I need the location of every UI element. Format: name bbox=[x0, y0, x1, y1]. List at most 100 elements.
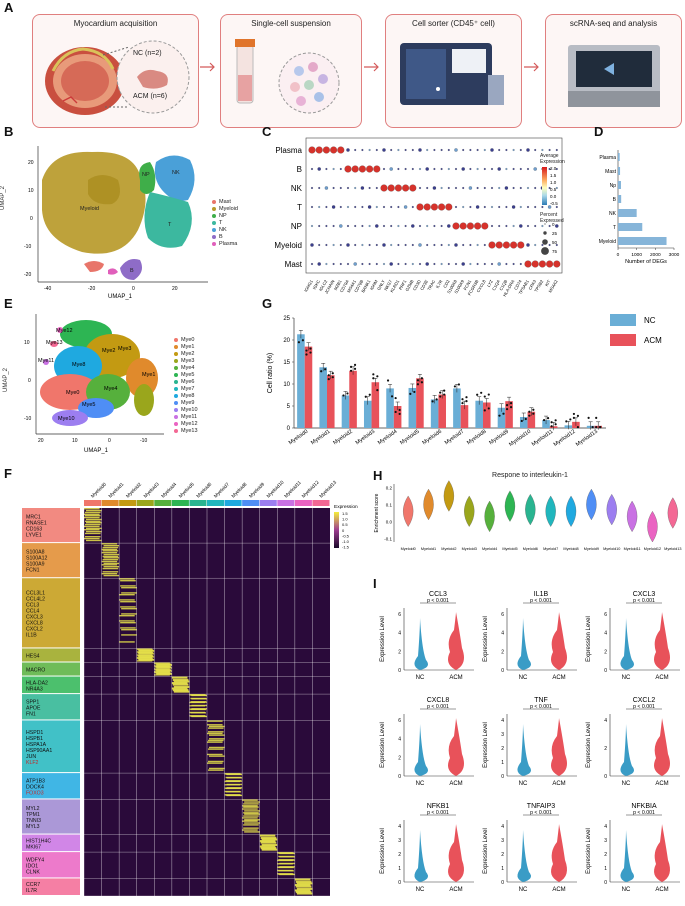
dotplot-dot bbox=[455, 262, 458, 265]
dotplot-dot bbox=[354, 224, 357, 227]
dotplot-dot bbox=[476, 167, 479, 170]
dotplot-dot bbox=[382, 262, 385, 265]
dotplot-dot bbox=[366, 165, 374, 173]
heatmap-cell-block bbox=[120, 601, 136, 603]
dotplot-dot bbox=[324, 186, 329, 190]
heatmap-cell-block bbox=[136, 648, 153, 650]
dotplot-dot bbox=[402, 184, 410, 192]
dotplot-dot bbox=[526, 148, 530, 152]
violin-ytick: 1 bbox=[398, 866, 401, 872]
deg-xlabel: Number of DEGs bbox=[625, 259, 667, 265]
dotplot-dot bbox=[459, 222, 467, 230]
ratio-point bbox=[572, 412, 576, 416]
heatmap-cell-block bbox=[207, 741, 223, 743]
ratio-category-label: Myeloid2 bbox=[332, 429, 353, 447]
dotplot-dot bbox=[397, 167, 400, 170]
panel-a-label: A bbox=[4, 0, 14, 15]
dotplot-dot bbox=[440, 186, 443, 189]
dotplot-dot bbox=[555, 243, 558, 246]
heatmap-gene-label: SPP1 bbox=[26, 699, 39, 705]
dotplot-dot bbox=[498, 149, 501, 152]
dotplot-gene-label: CD3D bbox=[412, 279, 422, 291]
violin-ylabel: Expression Level bbox=[380, 828, 386, 874]
dotplot-dot bbox=[375, 149, 378, 152]
heatmap-cell-block bbox=[156, 664, 172, 666]
dotplot-dot bbox=[469, 205, 472, 208]
dotplot-dot bbox=[440, 243, 443, 246]
dotplot-dot bbox=[498, 205, 501, 208]
dotplot-dot bbox=[411, 243, 414, 246]
violin-gene-title: TNF bbox=[534, 697, 548, 704]
heatmap-cell-block bbox=[279, 873, 295, 876]
deg-bar-chart: Plasma Mast Np B NK T Myeloid 0 1000 2000 3000Numb… bbox=[599, 150, 680, 265]
ratio-point bbox=[591, 426, 594, 429]
dotplot-dot bbox=[481, 222, 489, 230]
dotplot-dot bbox=[361, 262, 364, 265]
violin-pvalue: p < 0.001 bbox=[427, 704, 449, 710]
legend-dot bbox=[212, 241, 216, 246]
violin-group-label: ACM bbox=[449, 675, 462, 681]
step-1-title: Myocardium acquisition bbox=[73, 19, 158, 28]
ratio-point bbox=[498, 414, 501, 417]
dotplot-dot bbox=[462, 243, 465, 246]
pct-tick: 75 bbox=[552, 249, 558, 254]
violin-ytick: 0 bbox=[398, 774, 401, 780]
ratio-point bbox=[554, 419, 557, 422]
violin-pvalue: p < 0.001 bbox=[633, 598, 655, 604]
heatmap-cell-block bbox=[260, 842, 277, 844]
dotplot-dot bbox=[322, 146, 330, 154]
deg-bar bbox=[618, 209, 637, 217]
umap-e-xtick: 20 bbox=[38, 438, 44, 444]
heatmap-gene-label: RNASE1 bbox=[26, 521, 47, 527]
umap-e-plot: Mye12 Mye13 Mye11 Mye2 Mye3 Mye1 Mye8 My… bbox=[24, 314, 164, 454]
ratio-point bbox=[386, 379, 390, 382]
tube-cells-illustration bbox=[235, 39, 340, 114]
ratio-point bbox=[320, 370, 323, 373]
violin-gene-title: IL1B bbox=[534, 591, 549, 598]
expr-tick: -0.5 bbox=[550, 201, 558, 206]
dotplot-dot bbox=[476, 262, 479, 265]
step-2-title: Single-cell suspension bbox=[251, 19, 331, 28]
umap-e-label: Mye10 bbox=[58, 416, 75, 422]
violin-h-category-label: Myeloid0 bbox=[401, 547, 416, 551]
legend-dot bbox=[174, 400, 178, 405]
heatmap-cell-block bbox=[136, 660, 153, 662]
pct-tick: 50 bbox=[552, 240, 558, 245]
dotplot-dot bbox=[462, 149, 465, 152]
deg-category-label: Myeloid bbox=[599, 239, 616, 245]
heatmap-cell-block bbox=[154, 662, 170, 664]
dotplot-dot bbox=[546, 260, 554, 268]
heatmap-gene-group bbox=[22, 676, 80, 694]
dotplot-dot bbox=[490, 148, 494, 152]
heatmap-gene-label: HSPD1 bbox=[26, 730, 43, 736]
violin-h-shape bbox=[423, 488, 434, 521]
dotplot-dot bbox=[433, 224, 436, 227]
heatmap-column-label: Myeloid13 bbox=[318, 479, 338, 499]
violin-acm bbox=[551, 612, 567, 670]
heatmap-cell-block bbox=[295, 881, 312, 883]
ratio-category-label: Myeloid1 bbox=[310, 429, 331, 447]
ratio-point bbox=[554, 423, 557, 426]
violin-group-label: NC bbox=[622, 675, 631, 681]
heatmap-legend-tick: -0.5 bbox=[342, 533, 350, 538]
dotplot-dot bbox=[361, 224, 364, 227]
dotplot-dot bbox=[440, 167, 443, 170]
legend-label: Mye4 bbox=[181, 364, 195, 371]
dotplot-dot bbox=[519, 167, 522, 170]
heatmap-cell-block bbox=[102, 555, 119, 558]
ratio-category-label: Myeloid10 bbox=[508, 429, 532, 448]
deg-xtick: 0 bbox=[617, 252, 620, 258]
dotplot-dot bbox=[548, 149, 551, 152]
violin-group-label: ACM bbox=[449, 887, 462, 893]
heatmap-cell-block bbox=[101, 564, 118, 566]
legend-label: Mye5 bbox=[181, 371, 195, 378]
ratio-point bbox=[576, 414, 580, 417]
heatmap-cell-block bbox=[208, 727, 224, 729]
heatmap-gene-label: WDFY4 bbox=[26, 857, 44, 863]
violin-group-label: NC bbox=[519, 887, 528, 893]
dotplot-dot bbox=[332, 243, 335, 246]
dotplot-c: Plasma B NK T NP Myeloid MastIGHG1IGKCIGLC2JCH… bbox=[274, 137, 563, 297]
heatmap-cell-block bbox=[242, 805, 258, 807]
umap-e-xlabel: UMAP_1 bbox=[84, 448, 109, 454]
